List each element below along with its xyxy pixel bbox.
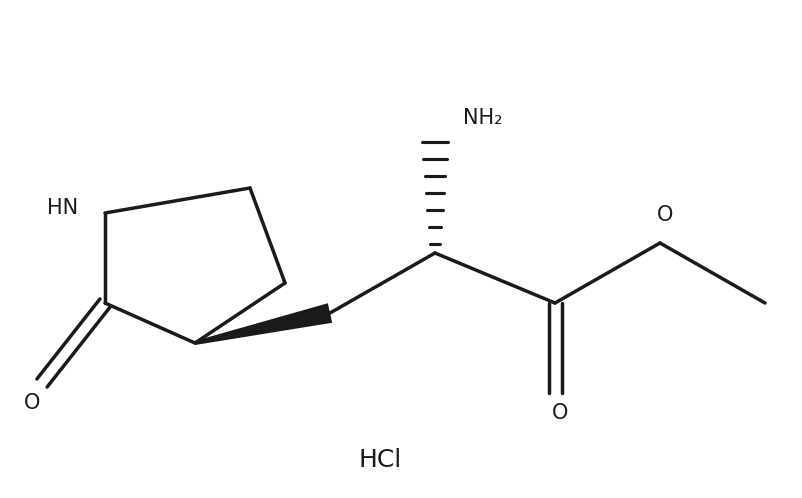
Polygon shape bbox=[195, 303, 332, 345]
Text: HN: HN bbox=[47, 198, 79, 218]
Text: O: O bbox=[552, 403, 568, 423]
Text: HCl: HCl bbox=[358, 448, 402, 472]
Text: NH₂: NH₂ bbox=[464, 108, 503, 128]
Text: O: O bbox=[657, 205, 673, 225]
Text: O: O bbox=[24, 393, 40, 413]
